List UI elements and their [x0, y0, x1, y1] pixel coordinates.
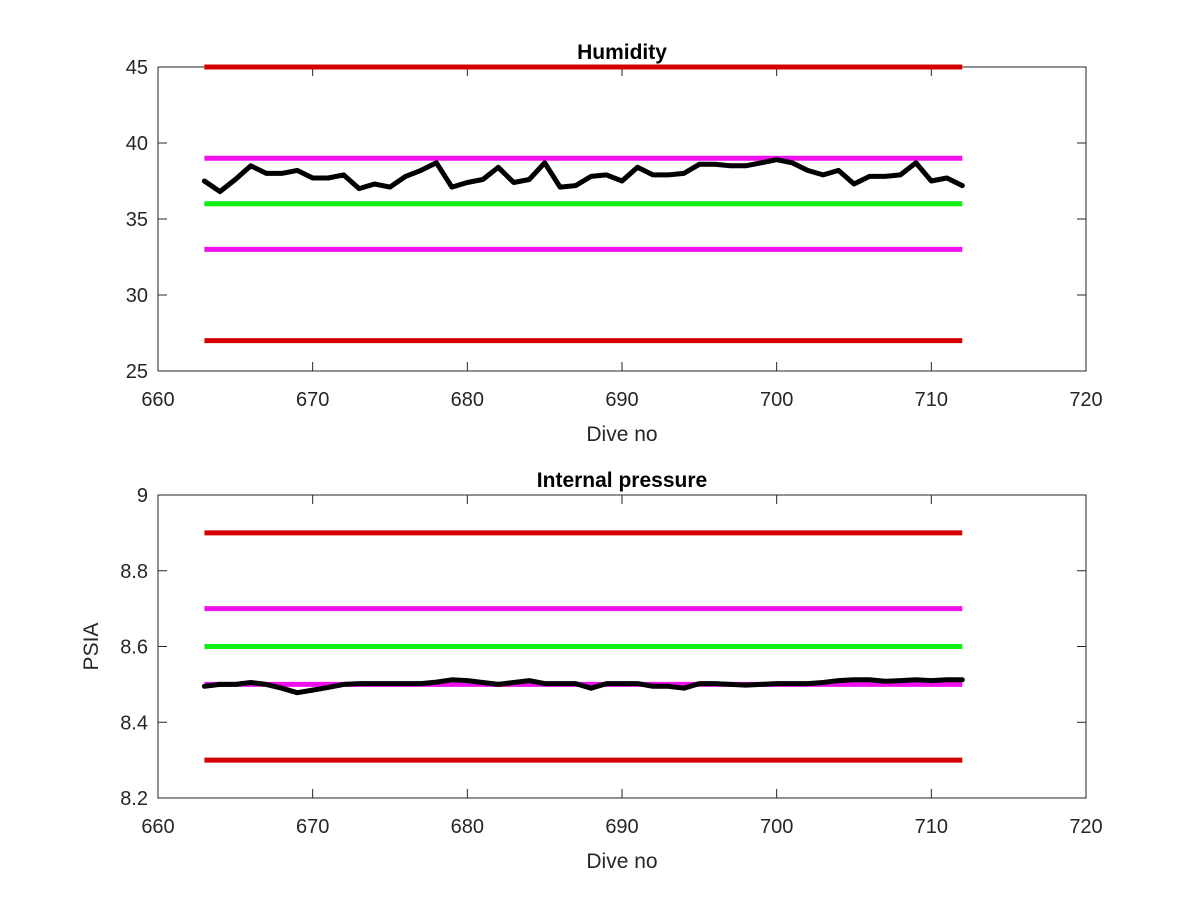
internal-pressure-y-tick-label: 8.6: [120, 637, 148, 659]
internal-pressure-series-line: [201, 677, 965, 696]
humidity-x-tick-label: 720: [1069, 389, 1102, 411]
internal-pressure-y-axis-label: PSIA: [80, 623, 103, 671]
internal-pressure-x-tick-label: 690: [605, 816, 638, 838]
internal-pressure-y-tick-label: 8.4: [120, 712, 148, 734]
humidity-x-tick-label: 690: [605, 389, 638, 411]
internal-pressure-y-tick-label: 9: [137, 485, 148, 507]
humidity-x-tick-label: 710: [915, 389, 948, 411]
internal-pressure-x-tick-label: 700: [760, 816, 793, 838]
humidity-x-tick-label: 680: [451, 389, 484, 411]
humidity-panel: 660 670 680 690 700 710 720 25 30 35 40 45 Humidity D…: [126, 41, 1103, 446]
humidity-x-tick-label: 700: [760, 389, 793, 411]
humidity-series-line: [201, 157, 965, 195]
internal-pressure-x-tick-label: 710: [915, 816, 948, 838]
humidity-axes-box: [157, 66, 1087, 372]
internal-pressure-x-tick-label: 660: [141, 816, 174, 838]
humidity-x-axis-label: Dive no: [586, 423, 657, 446]
internal-pressure-y-tick-label: 8.8: [120, 561, 148, 583]
internal-pressure-x-axis-label: Dive no: [586, 850, 657, 873]
internal-pressure-panel: 660 670 680 690 700 710 720 8.2 8.4 8.6 8.8 9 Intern…: [80, 469, 1103, 873]
humidity-y-tick-label: 30: [126, 285, 148, 307]
humidity-y-tick-label: 35: [126, 209, 148, 231]
humidity-y-tick-label: 25: [126, 361, 148, 383]
humidity-y-tick-label: 45: [126, 57, 148, 79]
internal-pressure-x-tick-label: 680: [451, 816, 484, 838]
internal-pressure-title: Internal pressure: [537, 469, 707, 492]
internal-pressure-x-tick-label: 720: [1069, 816, 1102, 838]
humidity-x-tick-label: 670: [296, 389, 329, 411]
humidity-title: Humidity: [577, 41, 667, 64]
internal-pressure-y-tick-label: 8.2: [120, 788, 148, 810]
humidity-y-tick-label: 40: [126, 133, 148, 155]
internal-pressure-x-tick-label: 670: [296, 816, 329, 838]
humidity-x-tick-label: 660: [141, 389, 174, 411]
